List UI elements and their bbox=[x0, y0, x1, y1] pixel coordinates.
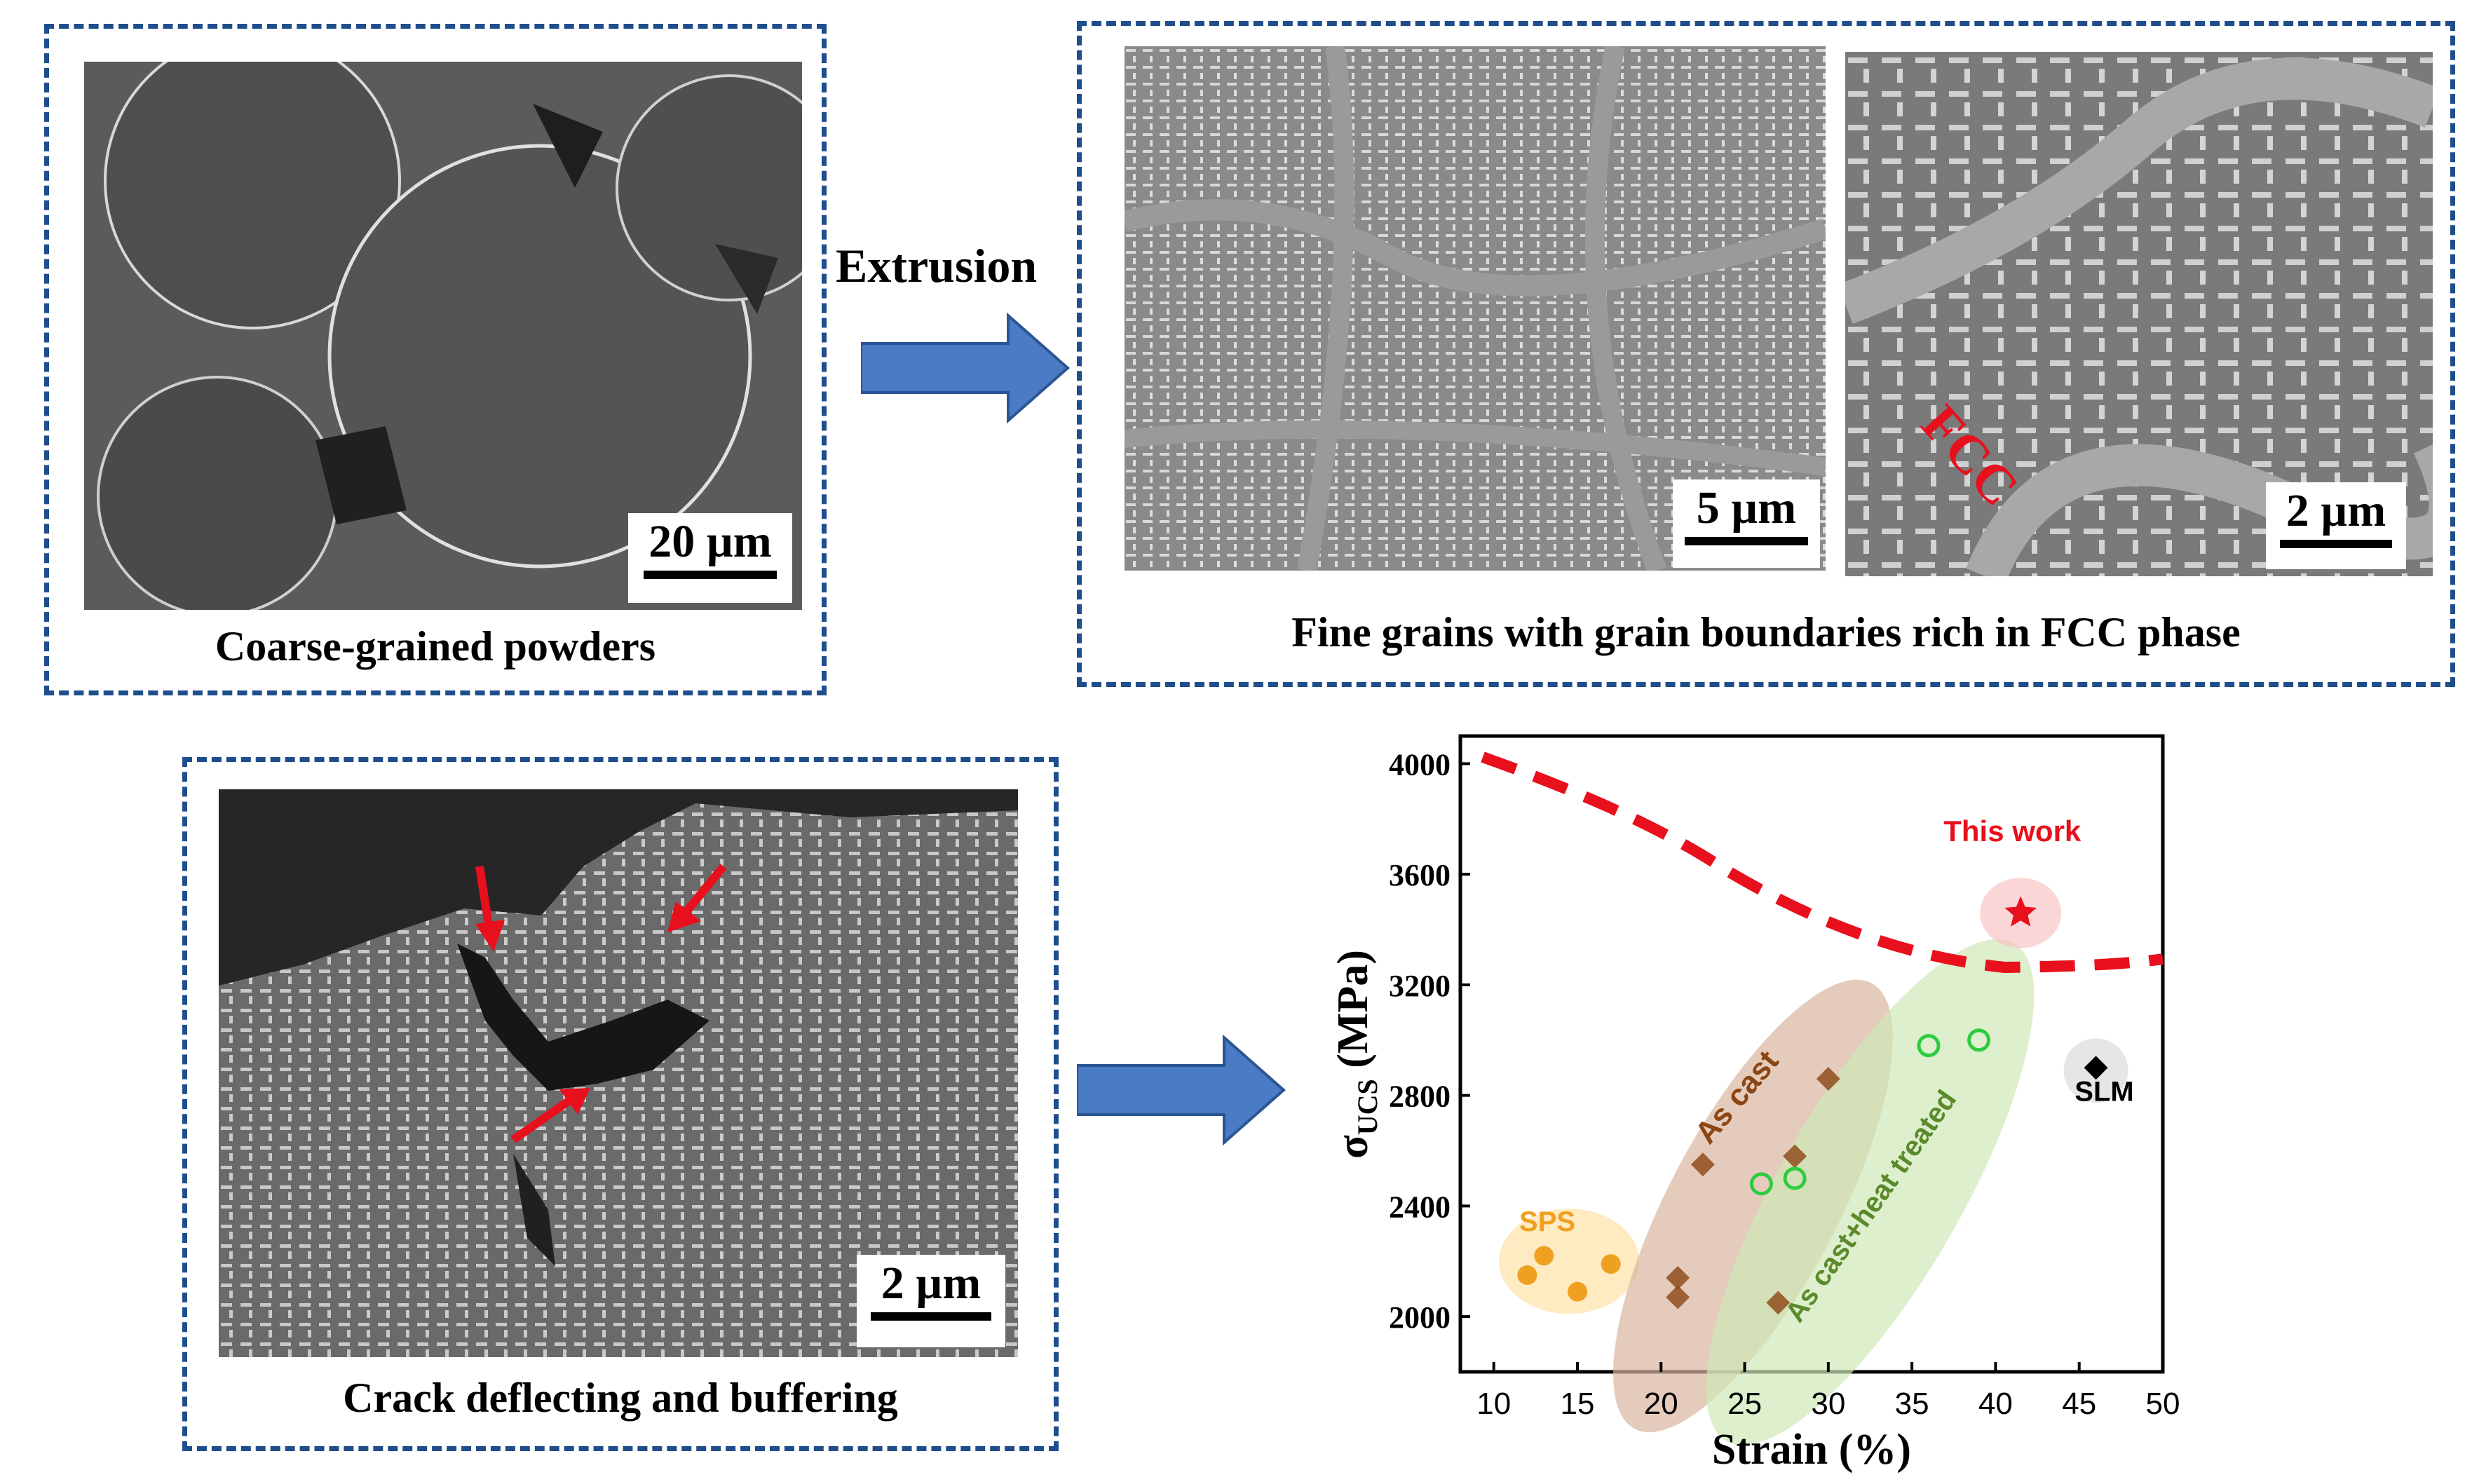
fine-grain-panel bbox=[1077, 21, 2455, 687]
data-point bbox=[1690, 1152, 1715, 1177]
data-point bbox=[1967, 1028, 1991, 1052]
y-tick-label: 2000 bbox=[1389, 1300, 1451, 1335]
group-ellipse bbox=[1499, 1209, 1640, 1314]
x-tick-label: 40 bbox=[1978, 1387, 2013, 1421]
powder-panel bbox=[44, 24, 827, 695]
strength-strain-chart: 10 15 20 25 30 35 40 45 50 2000 2400 2800 3200 3600 40… bbox=[1329, 734, 2180, 1473]
group-ellipses bbox=[1499, 878, 2128, 1445]
data-point bbox=[1568, 1281, 1587, 1302]
extrusion-arrow bbox=[861, 312, 1071, 424]
data-point bbox=[1783, 1144, 1807, 1169]
y-tick-label: 3600 bbox=[1389, 858, 1451, 892]
data-point bbox=[1534, 1246, 1554, 1266]
fine-grain-sem-image-right bbox=[1845, 52, 2433, 576]
x-tick-label: 45 bbox=[2062, 1387, 2096, 1421]
fine-scale-bar-left: 5 µm bbox=[1673, 479, 1820, 568]
powder-scale-bar: 20 µm bbox=[628, 513, 792, 603]
x-tick-label: 20 bbox=[1644, 1387, 1678, 1421]
group-label: SLM bbox=[2074, 1077, 2133, 1108]
crack-red-arrows bbox=[475, 864, 727, 1143]
group-label: SPS bbox=[1519, 1206, 1575, 1237]
y-tick-label: 2400 bbox=[1389, 1190, 1451, 1224]
trend-curve bbox=[1481, 751, 2164, 974]
x-tick-label: 10 bbox=[1476, 1387, 1511, 1421]
data-point bbox=[2084, 1056, 2108, 1080]
y-tick-label: 2800 bbox=[1389, 1080, 1451, 1114]
x-tick-label: 50 bbox=[2146, 1387, 2180, 1421]
y-axis-label: σUCS (MPa) bbox=[1329, 950, 1383, 1159]
result-arrow bbox=[1077, 1034, 1286, 1146]
crack-panel bbox=[182, 757, 1059, 1451]
powder-sem-image bbox=[84, 62, 802, 610]
data-point bbox=[1917, 1034, 1941, 1058]
x-axis-label: Strain (%) bbox=[1712, 1426, 1911, 1473]
y-tick-label: 3200 bbox=[1389, 969, 1451, 1003]
group-ellipse bbox=[1706, 939, 2035, 1445]
x-tick-label: 25 bbox=[1727, 1387, 1762, 1421]
data-point bbox=[1666, 1265, 1690, 1290]
group-ellipse bbox=[1613, 979, 1893, 1433]
data-point bbox=[1601, 1254, 1621, 1274]
x-tick-label: 30 bbox=[1811, 1387, 1845, 1421]
crack-scale-bar: 2 µm bbox=[857, 1255, 1005, 1347]
x-tick-label: 35 bbox=[1895, 1387, 1929, 1421]
x-tick-label: 15 bbox=[1561, 1387, 1595, 1421]
data-points bbox=[1517, 896, 2108, 1315]
group-label: This work bbox=[1943, 815, 2081, 847]
data-point bbox=[1517, 1265, 1537, 1285]
data-point bbox=[1766, 1291, 1791, 1315]
axis-ticks: 10 15 20 25 30 35 40 45 50 2000 2400 2800 3200 3600 40… bbox=[1389, 747, 2180, 1421]
extrusion-label: Extrusion bbox=[836, 239, 1038, 292]
crack-caption: Crack deflecting and buffering bbox=[343, 1375, 898, 1421]
fine-grain-caption: Fine grains with grain boundaries rich i… bbox=[1291, 609, 2241, 655]
powder-caption: Coarse-grained powders bbox=[215, 623, 656, 669]
data-point bbox=[1666, 1285, 1690, 1309]
data-point bbox=[2004, 896, 2037, 927]
fine-scale-bar-right: 2 µm bbox=[2266, 482, 2406, 569]
y-tick-label: 4000 bbox=[1389, 747, 1451, 782]
data-point bbox=[1783, 1166, 1807, 1190]
data-point bbox=[1749, 1172, 1773, 1196]
